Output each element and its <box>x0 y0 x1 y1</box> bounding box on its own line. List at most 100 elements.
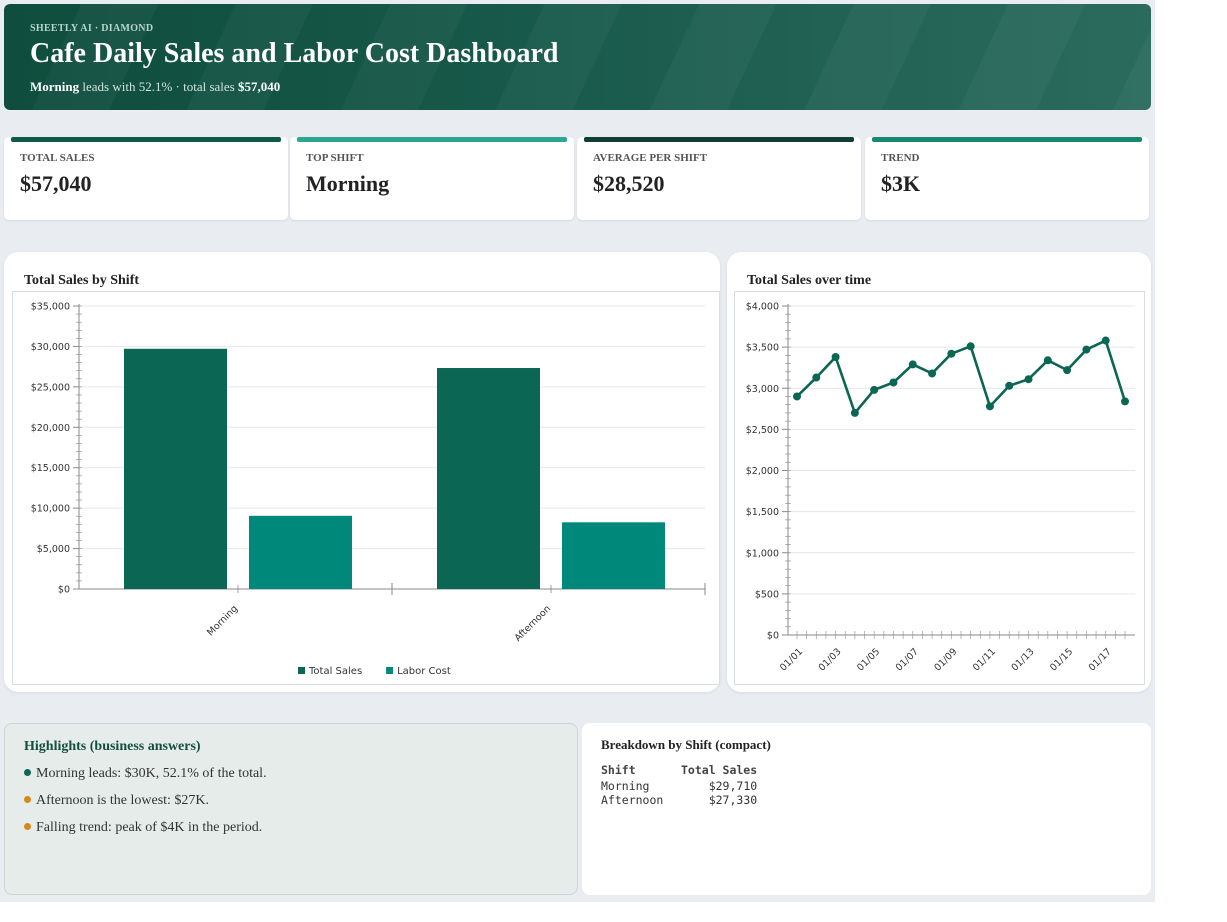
x-tick-label: Afternoon <box>513 603 554 644</box>
bar-morning-labor-cost <box>249 515 352 589</box>
kpi-card-trend: TREND $3K <box>865 137 1149 220</box>
x-tick-label: 01/03 <box>817 646 844 673</box>
kpi-card-average-per-shift: AVERAGE PER SHIFT $28,520 <box>577 137 861 220</box>
x-tick-label: 01/17 <box>1087 646 1114 673</box>
kpi-label: AVERAGE PER SHIFT <box>593 152 708 164</box>
table-row: Morning $29,710 <box>601 779 757 793</box>
legend-swatch <box>386 667 394 674</box>
kpi-value: $28,520 <box>593 171 665 196</box>
highlight-item: Falling trend: peak of $4K in the period… <box>24 820 267 847</box>
x-tick-label: 01/13 <box>1010 646 1037 673</box>
kpi-value: Morning <box>306 171 390 196</box>
cell-sales: $29,710 <box>708 779 758 793</box>
data-point <box>1082 345 1091 354</box>
kpi-label: TOP SHIFT <box>306 152 364 164</box>
bar-morning-total-sales <box>124 348 227 589</box>
bar-chart-frame: $0 $5,000 $10,000 $15,000 $20,000 $25,000 $30,… <box>12 291 720 685</box>
x-tick-label: 01/11 <box>971 646 998 673</box>
line-chart: $0 $500 $1,000 $1,500 $2,000 $2,500 $3,000 $3,5… <box>746 302 1135 673</box>
column-header-shift: Shift <box>601 763 636 777</box>
kpi-accent-bar <box>584 137 854 142</box>
dashboard-header: SHEETLY AI · DIAMOND Cafe Daily Sales an… <box>4 4 1151 110</box>
y-tick-label: $20,000 <box>31 423 70 434</box>
column-header-total-sales: Total Sales <box>681 763 758 777</box>
highlight-text: Morning leads: $30K, 52.1% of the total. <box>36 766 267 781</box>
cell-shift: Morning <box>601 779 650 793</box>
kpi-card-total-sales: TOTAL SALES $57,040 <box>4 137 288 220</box>
line-chart-card: Total Sales over time $0 $500 $1,000 $1,500… <box>727 252 1151 692</box>
bar-chart-title: Total Sales by Shift <box>24 273 140 288</box>
x-tick-label: 01/01 <box>778 646 805 673</box>
y-tick-label: $30,000 <box>31 342 70 353</box>
kpi-accent-bar <box>11 137 281 142</box>
breakdown-title: Breakdown by Shift (compact) <box>601 737 771 752</box>
y-tick-label: $35,000 <box>31 302 70 313</box>
data-point <box>812 373 821 382</box>
header-decoration <box>4 4 1151 110</box>
y-tick-label: $10,000 <box>31 504 70 515</box>
bullet-dot-icon <box>24 823 31 830</box>
data-point <box>908 360 917 369</box>
y-tick-label: $1,500 <box>746 507 779 518</box>
kpi-accent-bar <box>872 137 1142 142</box>
subtitle-top-shift: Morning <box>30 79 80 94</box>
x-tick-label: 01/05 <box>855 646 882 673</box>
highlights-list: Morning leads: $30K, 52.1% of the total.… <box>24 766 267 847</box>
y-tick-label: $0 <box>767 631 779 642</box>
highlight-text: Afternoon is the lowest: $27K. <box>36 793 210 808</box>
legend-label: Total Sales <box>308 666 362 677</box>
legend-swatch <box>298 667 305 674</box>
subtitle-total: $57,040 <box>237 79 281 94</box>
kpi-label: TOTAL SALES <box>20 152 95 164</box>
data-point <box>1043 356 1052 365</box>
data-point <box>831 352 840 361</box>
brand-label: SHEETLY AI · DIAMOND <box>30 23 154 34</box>
highlight-text: Falling trend: peak of $4K in the period… <box>36 820 263 835</box>
data-point <box>870 385 879 394</box>
data-point <box>1005 381 1014 390</box>
y-tick-label: $3,000 <box>746 384 779 395</box>
y-tick-label: $4,000 <box>746 302 779 313</box>
sales-line <box>796 339 1127 415</box>
line-chart-title: Total Sales over time <box>747 273 872 288</box>
x-tick-label: 01/09 <box>932 646 959 673</box>
kpi-card-top-shift: TOP SHIFT Morning <box>290 137 574 220</box>
data-point <box>947 349 956 358</box>
dashboard-page: SHEETLY AI · DIAMOND Cafe Daily Sales an… <box>0 0 1155 902</box>
subtitle-text: leads with 52.1% · total sales <box>79 79 238 94</box>
y-tick-label: $0 <box>58 585 70 596</box>
bar-afternoon-total-sales <box>437 368 540 589</box>
line-chart-frame: $0 $500 $1,000 $1,500 $2,000 $2,500 $3,000 $3,5… <box>734 291 1145 685</box>
data-point <box>889 378 898 387</box>
y-tick-label: $2,000 <box>746 466 779 477</box>
page-subtitle: Morning leads with 52.1% · total sales $… <box>30 79 280 95</box>
breakdown-table: Shift Total Sales Morning $29,710 Aftern… <box>601 763 757 807</box>
cell-sales: $27,330 <box>708 793 758 807</box>
legend-label: Labor Cost <box>397 666 451 677</box>
x-tick-label: Morning <box>205 603 240 638</box>
highlight-item: Morning leads: $30K, 52.1% of the total. <box>24 766 267 793</box>
table-header-row: Shift Total Sales <box>601 763 757 779</box>
data-point <box>1101 336 1110 345</box>
highlights-title: Highlights (business answers) <box>24 739 201 754</box>
data-point <box>1121 397 1129 406</box>
y-tick-label: $500 <box>755 589 779 600</box>
bullet-dot-icon <box>24 769 31 776</box>
data-point <box>966 342 975 351</box>
kpi-accent-bar <box>297 137 567 142</box>
page-title: Cafe Daily Sales and Labor Cost Dashboar… <box>30 38 559 69</box>
data-point <box>928 369 937 378</box>
data-point <box>1024 375 1033 384</box>
kpi-value: $3K <box>881 171 921 196</box>
x-tick-label: 01/15 <box>1048 646 1075 673</box>
kpi-label: TREND <box>881 152 920 164</box>
breakdown-panel: Breakdown by Shift (compact) Shift Total… <box>582 723 1151 895</box>
bar-chart: $0 $5,000 $10,000 $15,000 $20,000 $25,000 $30,… <box>31 302 706 677</box>
table-row: Afternoon $27,330 <box>601 793 757 807</box>
bar-afternoon-labor-cost <box>562 522 665 589</box>
y-tick-label: $2,500 <box>746 425 779 436</box>
kpi-value: $57,040 <box>20 171 92 196</box>
highlights-panel: Highlights (business answers) Morning le… <box>4 723 578 895</box>
data-point <box>793 392 801 401</box>
y-tick-label: $5,000 <box>37 544 70 555</box>
